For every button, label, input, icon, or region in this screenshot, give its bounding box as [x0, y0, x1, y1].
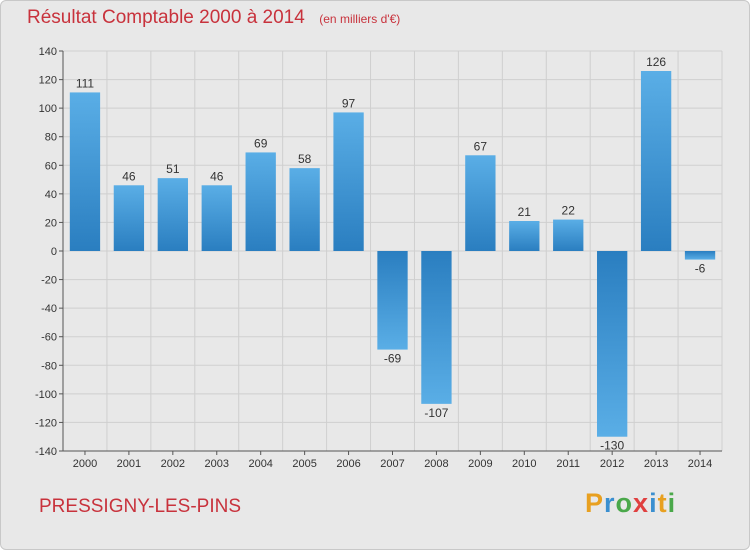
y-tick-label: 120: [39, 75, 57, 87]
data-label: 22: [562, 204, 576, 218]
bar-2000: [69, 92, 101, 251]
bar-2009: [465, 155, 496, 251]
logo-letter: t: [657, 488, 668, 518]
logo-letter: o: [615, 488, 634, 518]
x-tick-label: 2005: [292, 458, 316, 470]
y-tick-label: 60: [45, 160, 57, 172]
y-tick-label: 0: [51, 246, 57, 258]
x-tick-label: 2007: [380, 458, 404, 470]
x-tick-label: 2006: [336, 458, 360, 470]
bar-2011: [553, 219, 584, 251]
proxiti-logo: Proxiti: [585, 488, 676, 519]
label-layer: 111 46 51 46 69 58 97 -69 -107 67 21 22 -130 126 -6: [76, 55, 706, 453]
data-label: -107: [424, 406, 448, 420]
bar-2001: [113, 185, 145, 251]
bar-2012: [597, 251, 628, 437]
logo-letter: i: [667, 488, 677, 518]
data-label: 111: [76, 76, 95, 90]
bar-2010: [509, 221, 540, 251]
y-tick-label: -20: [41, 275, 57, 287]
bar-2004: [245, 152, 276, 251]
bar-2005: [289, 168, 320, 251]
chart-title: Résultat Comptable 2000 à 2014: [27, 7, 305, 28]
y-tick-label: -120: [35, 417, 57, 429]
data-label: 46: [122, 169, 136, 183]
y-tick-label: -140: [35, 446, 57, 458]
chart-unit: (en milliers d'€): [319, 12, 401, 26]
data-label: -130: [600, 439, 624, 453]
y-tick-label: -80: [41, 360, 57, 372]
bar-2013: [640, 71, 672, 251]
y-tick-label: -40: [41, 303, 57, 315]
data-label: 46: [210, 169, 224, 183]
x-tick-label: 2012: [600, 458, 624, 470]
bar-2003: [201, 185, 232, 251]
data-label: 67: [474, 139, 488, 153]
y-tick-label: 140: [39, 46, 57, 58]
bar-2002: [157, 178, 188, 251]
x-tick-label: 2002: [161, 458, 185, 470]
x-tick-label: 2000: [73, 458, 97, 470]
bar-2008: [421, 251, 452, 404]
y-tick-label: 80: [45, 132, 57, 144]
bar-layer: [69, 71, 716, 437]
data-label: -6: [695, 262, 706, 276]
logo-letter: x: [633, 488, 650, 518]
x-tick-label: 2003: [205, 458, 229, 470]
x-tick-label: 2013: [644, 458, 668, 470]
logo-letter: i: [649, 488, 658, 518]
x-tick-label: 2009: [468, 458, 492, 470]
title-row: Résultat Comptable 2000 à 2014 (en milli…: [27, 7, 400, 35]
data-label: -69: [384, 352, 402, 366]
x-tick-label: 2008: [424, 458, 448, 470]
y-tick-label: -60: [41, 332, 57, 344]
bar-2014: [684, 251, 716, 260]
data-label: 51: [166, 162, 180, 176]
data-label: 21: [518, 205, 532, 219]
bar-2006: [333, 112, 364, 251]
y-tick-label: 100: [39, 103, 57, 115]
logo-letter: P: [585, 488, 605, 518]
data-label: 126: [646, 55, 666, 69]
x-tick-label: 2011: [556, 458, 580, 470]
x-tick-label: 2001: [117, 458, 141, 470]
y-tick-label: 20: [45, 217, 57, 229]
data-label: 69: [254, 136, 268, 150]
bar-2007: [377, 251, 408, 350]
axis-layer: 140 120 100 80 60 40 20 0 -20 -40 -60 -80 -100 -120 -1…: [35, 46, 722, 470]
x-tick-label: 2014: [688, 458, 712, 470]
y-tick-label: 40: [45, 189, 57, 201]
data-label: 58: [298, 152, 312, 166]
y-tick-label: -100: [35, 389, 57, 401]
x-tick-label: 2004: [248, 458, 272, 470]
place-name: PRESSIGNY-LES-PINS: [39, 496, 242, 517]
data-label: 97: [342, 96, 356, 110]
logo-letter: r: [604, 488, 616, 518]
x-tick-label: 2010: [512, 458, 536, 470]
